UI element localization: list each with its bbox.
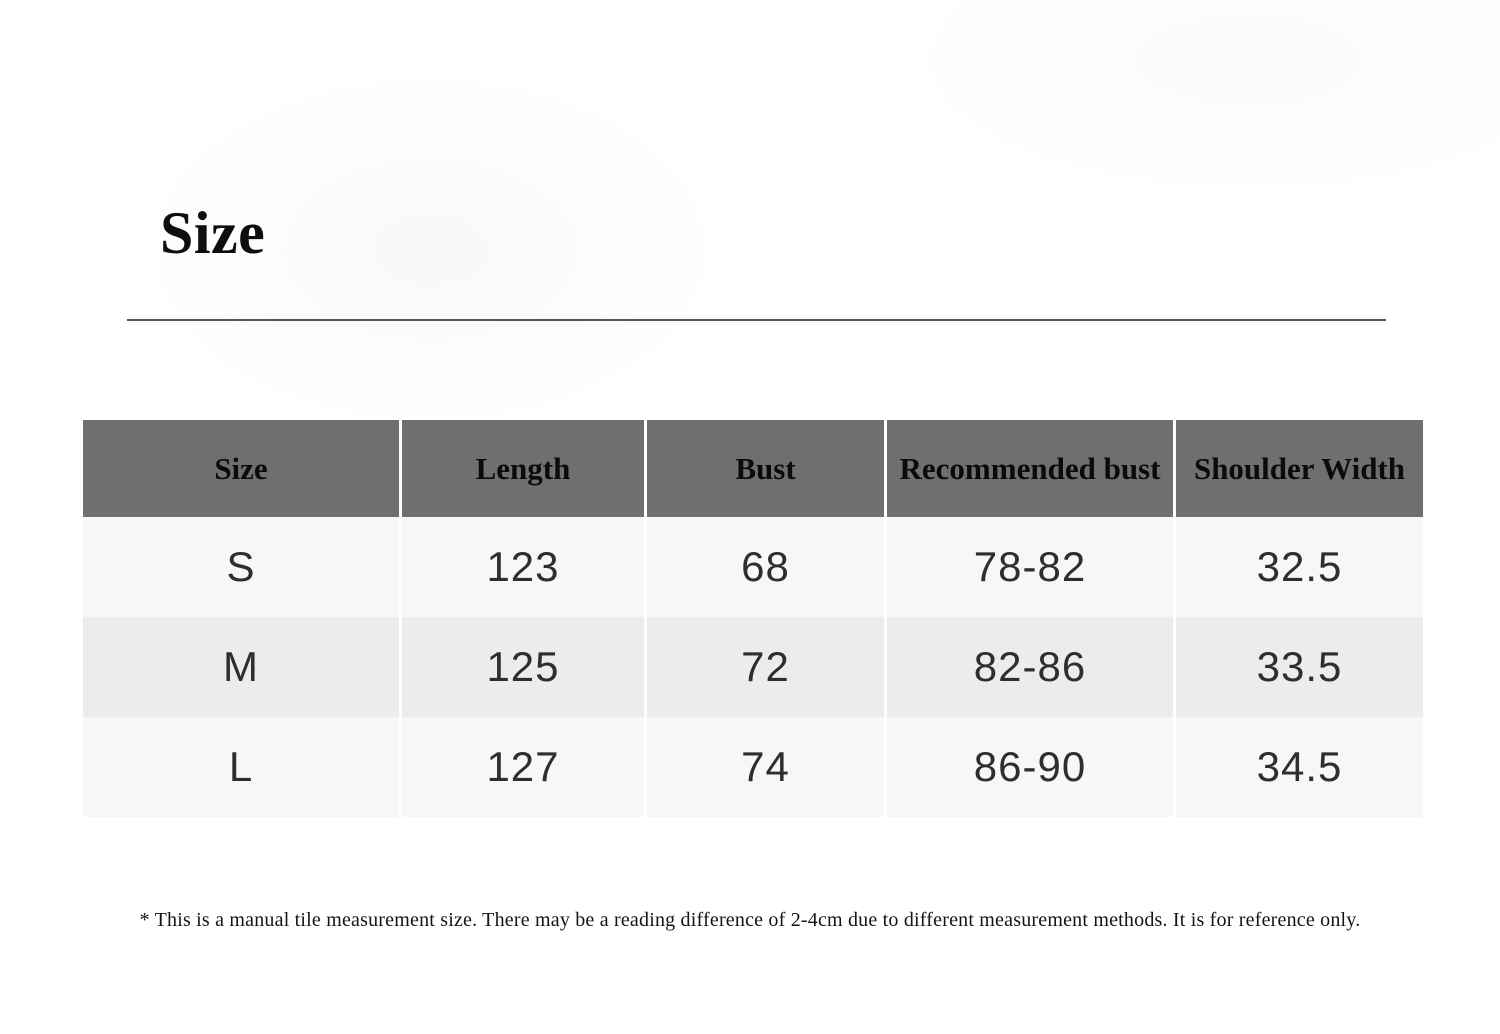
column-header-size: Size (83, 420, 399, 517)
measurement-disclaimer: * This is a manual tile measurement size… (139, 909, 1361, 931)
bust-value: 72 (644, 617, 884, 717)
length-value: 123 (399, 517, 644, 617)
shoulder-width-value: 32.5 (1173, 517, 1423, 617)
size-value: M (223, 643, 259, 690)
shoulder-width-value: 33.5 (1173, 617, 1423, 717)
column-header-length: Length (399, 420, 644, 517)
table-row-m: M 125 72 82-86 33.5 (83, 617, 1423, 717)
recommended-bust-value: 78-82 (884, 517, 1173, 617)
header-row: Size Length Bust Recommended bust Should… (83, 420, 1423, 517)
size-chart-table: Size Length Bust Recommended bust Should… (83, 420, 1423, 817)
table-row-l: L 127 74 86-90 34.5 (83, 717, 1423, 817)
length-value: 127 (399, 717, 644, 817)
table-row-s: S 123 68 78-82 32.5 (83, 517, 1423, 617)
bust-value: 68 (644, 517, 884, 617)
column-header-bust: Bust (644, 420, 884, 517)
size-value: S (226, 543, 256, 590)
size-chart-header: Size Length Bust Recommended bust Should… (83, 420, 1423, 517)
recommended-bust-value: 82-86 (884, 617, 1173, 717)
length-value: 125 (399, 617, 644, 717)
size-chart-body: S 123 68 78-82 32.5 M 125 72 82-86 33.5 … (83, 517, 1423, 817)
shoulder-width-value: 34.5 (1173, 717, 1423, 817)
page-title: Size (160, 200, 266, 267)
bust-value: 74 (644, 717, 884, 817)
column-header-shoulder-width: Shoulder Width (1173, 420, 1423, 517)
size-value: L (228, 743, 254, 790)
title-divider (127, 319, 1386, 321)
recommended-bust-value: 86-90 (884, 717, 1173, 817)
column-header-recommended-bust: Recommended bust (884, 420, 1173, 517)
